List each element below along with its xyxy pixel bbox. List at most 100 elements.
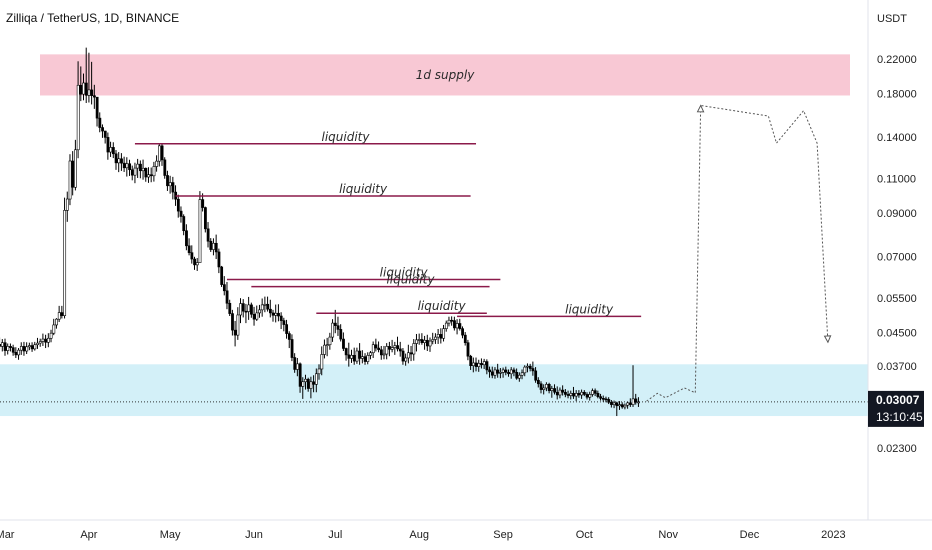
zone-2 xyxy=(0,364,868,417)
time-axis[interactable] xyxy=(0,520,868,550)
candle-body xyxy=(331,322,335,338)
candle-body xyxy=(152,166,156,177)
candle-body xyxy=(76,84,80,151)
x-tick-label: Mar xyxy=(0,529,15,541)
candle-body xyxy=(388,346,391,350)
candle-body xyxy=(631,398,635,405)
candle-body xyxy=(206,228,210,242)
candle-body xyxy=(274,312,278,316)
candle-body xyxy=(93,95,96,98)
x-tick-label: Sep xyxy=(493,529,513,541)
candle-body xyxy=(185,230,188,247)
candle-body xyxy=(488,369,492,373)
candle-body xyxy=(306,378,310,389)
candle-body xyxy=(566,394,570,396)
currency-label: USDT xyxy=(877,13,907,25)
candle-body xyxy=(320,354,324,370)
candle-body xyxy=(304,378,307,383)
candle-body xyxy=(49,332,53,339)
candle-body xyxy=(637,401,640,404)
candle-body xyxy=(442,328,446,339)
y-tick-label: 0.18000 xyxy=(877,89,917,101)
candle-body xyxy=(355,350,359,362)
candle-body xyxy=(57,312,61,320)
candle-body xyxy=(214,242,218,253)
candle-body xyxy=(547,384,551,391)
candle-body xyxy=(17,349,21,356)
candle-body xyxy=(601,398,605,400)
candle-body xyxy=(0,344,2,347)
candle-body xyxy=(336,325,340,330)
candle-body xyxy=(255,312,259,320)
candle-body xyxy=(580,391,584,396)
last-price-tag: 0.03007 13:10:45 xyxy=(868,390,924,427)
last-price-label: 0.03007 xyxy=(876,393,920,407)
candle-body xyxy=(501,369,505,373)
candle-body xyxy=(477,363,481,367)
liquidity-label: liquidity xyxy=(386,273,435,287)
candle-body xyxy=(526,365,529,368)
candle-body xyxy=(290,339,294,358)
candle-body xyxy=(101,127,104,132)
candle-body xyxy=(352,355,356,362)
candle-body xyxy=(271,312,275,316)
candle-body xyxy=(195,262,199,266)
candle-body xyxy=(420,339,424,343)
candle-body xyxy=(585,394,589,398)
candle-body xyxy=(618,404,621,407)
candle-body xyxy=(542,387,546,390)
candle-body xyxy=(599,396,603,399)
candle-body xyxy=(250,304,253,315)
liquidity-label: liquidity xyxy=(321,130,370,144)
candle-body xyxy=(561,389,565,393)
candle-body xyxy=(157,145,161,162)
candle-body xyxy=(160,145,164,161)
candle-body xyxy=(222,284,226,292)
candles-layer xyxy=(0,47,640,417)
candle-body xyxy=(333,322,337,326)
candle-body xyxy=(287,333,291,340)
candle-body xyxy=(0,342,4,347)
candle-body xyxy=(393,345,397,348)
candle-body xyxy=(228,302,232,314)
candle-body xyxy=(531,368,535,372)
candle-body xyxy=(79,84,83,95)
candle-body xyxy=(209,240,213,250)
candle-body xyxy=(239,303,243,316)
candle-body xyxy=(434,336,437,340)
liquidity-layer: liquidityliquidityliquidityliquidityliqu… xyxy=(134,130,642,318)
candle-body xyxy=(236,314,240,336)
candle-body xyxy=(607,399,611,403)
price-axis[interactable] xyxy=(868,0,932,520)
candle-body xyxy=(71,160,75,188)
candle-body xyxy=(84,82,88,96)
candle-body xyxy=(634,398,638,403)
candle-body xyxy=(436,334,440,338)
candle-body xyxy=(553,388,557,393)
candle-body xyxy=(98,117,102,128)
candle-body xyxy=(423,339,427,343)
candle-body xyxy=(358,350,362,359)
projection-arrow-up xyxy=(696,104,705,113)
candle-body xyxy=(277,312,280,317)
candle-body xyxy=(596,393,600,397)
candle-body xyxy=(604,398,608,401)
candle-body xyxy=(439,334,443,339)
candle-body xyxy=(268,308,272,314)
candle-body xyxy=(493,369,497,376)
candle-body xyxy=(582,391,586,395)
candle-body xyxy=(74,149,77,188)
y-tick-label: 0.09000 xyxy=(877,208,917,220)
candle-body xyxy=(350,355,353,359)
candle-body xyxy=(512,369,516,373)
candle-body xyxy=(382,353,386,356)
candle-body xyxy=(19,346,23,351)
candle-body xyxy=(220,266,224,285)
candle-body xyxy=(125,163,129,169)
candle-body xyxy=(347,354,351,359)
candle-body xyxy=(444,322,448,329)
x-tick-label: Apr xyxy=(80,529,97,541)
candle-body xyxy=(588,394,592,398)
chart-title: Zilliqa / TetherUS, 1D, BINANCE xyxy=(6,11,179,25)
